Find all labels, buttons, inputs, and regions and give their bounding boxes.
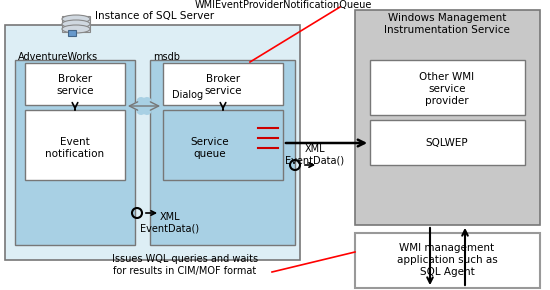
Text: AdventureWorks: AdventureWorks	[18, 52, 98, 62]
Text: Broker
service: Broker service	[56, 74, 94, 96]
Ellipse shape	[62, 20, 90, 28]
Text: SQLWEP: SQLWEP	[426, 138, 468, 148]
Text: Event
notification: Event notification	[46, 137, 104, 159]
Bar	[163, 63, 283, 105]
Text: XML
EventData(): XML EventData()	[285, 144, 344, 166]
Text: Instrumentation Service: Instrumentation Service	[384, 25, 510, 35]
Bar	[355, 10, 540, 225]
Text: Issues WQL queries and waits
for results in CIM/MOF format: Issues WQL queries and waits for results…	[112, 254, 258, 276]
Bar	[68, 30, 76, 36]
Text: WMIEventProviderNotificationQueue: WMIEventProviderNotificationQueue	[195, 0, 372, 10]
Bar	[355, 233, 540, 288]
Bar	[25, 110, 125, 180]
Text: Instance of SQL Server: Instance of SQL Server	[95, 11, 214, 21]
Text: Dialog: Dialog	[173, 90, 204, 100]
Text: msdb: msdb	[153, 52, 180, 62]
Bar	[370, 60, 525, 115]
Bar	[62, 16, 90, 32]
Ellipse shape	[62, 25, 90, 33]
Bar	[370, 120, 525, 165]
Text: Service
queue: Service queue	[191, 137, 229, 159]
Bar	[5, 25, 300, 260]
Ellipse shape	[62, 15, 90, 23]
Bar	[25, 63, 125, 105]
Text: XML
EventData(): XML EventData()	[140, 212, 200, 234]
Bar	[163, 110, 283, 180]
Text: Broker
service: Broker service	[204, 74, 242, 96]
Text: Windows Management: Windows Management	[388, 13, 506, 23]
Bar	[150, 60, 295, 245]
Text: WMI management
application such as
SQL Agent: WMI management application such as SQL A…	[397, 243, 497, 277]
Bar	[15, 60, 135, 245]
Text: Other WMI
service
provider: Other WMI service provider	[420, 72, 475, 106]
